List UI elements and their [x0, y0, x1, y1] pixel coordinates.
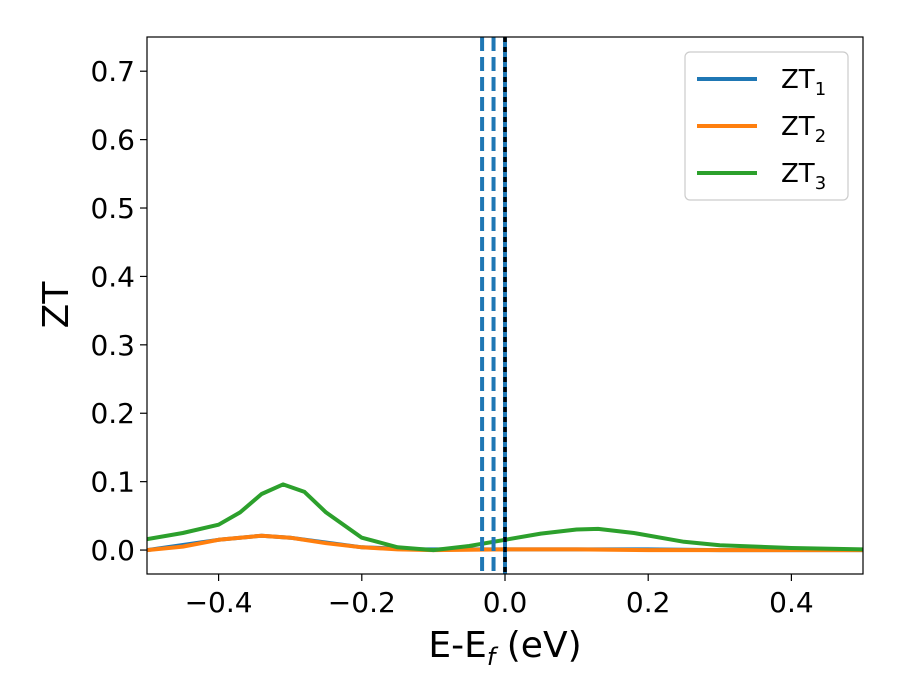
- x-axis-label: E-Ef (eV): [428, 625, 581, 671]
- y-tick-label: 0.3: [90, 329, 135, 362]
- y-tick-label: 0.7: [90, 55, 135, 88]
- series-line-3: [147, 482, 863, 553]
- legend-label-2: ZT2: [781, 112, 826, 147]
- x-tick-label: −0.2: [328, 586, 396, 619]
- y-tick-label: 0.5: [90, 192, 135, 225]
- x-tick-label: 0.2: [626, 586, 671, 619]
- legend-label-1: ZT1: [781, 65, 826, 100]
- y-tick-label: 0.1: [90, 466, 135, 499]
- axes: −0.4 −0.2 0.0 0.2 0.4 0.0 0.1 0.2 0.3 0.4 0.5 0.6 0.…: [90, 36, 864, 619]
- y-axis-label: ZT: [36, 281, 77, 329]
- x-tick-label: 0.4: [769, 586, 814, 619]
- legend-label-3: ZT3: [781, 159, 826, 194]
- y-tick-label: 0.6: [90, 124, 135, 157]
- y-tick-label: 0.2: [90, 397, 135, 430]
- y-tick-label: 0.4: [90, 260, 135, 293]
- series-line-2: [147, 533, 863, 553]
- y-tick-label: 0.0: [90, 534, 135, 567]
- legend: ZT1 ZT2 ZT3: [684, 51, 849, 201]
- legend-box: [684, 51, 849, 201]
- plot-area: [147, 37, 863, 574]
- x-tick-label: 0.0: [483, 586, 528, 619]
- x-tick-label: −0.4: [185, 586, 253, 619]
